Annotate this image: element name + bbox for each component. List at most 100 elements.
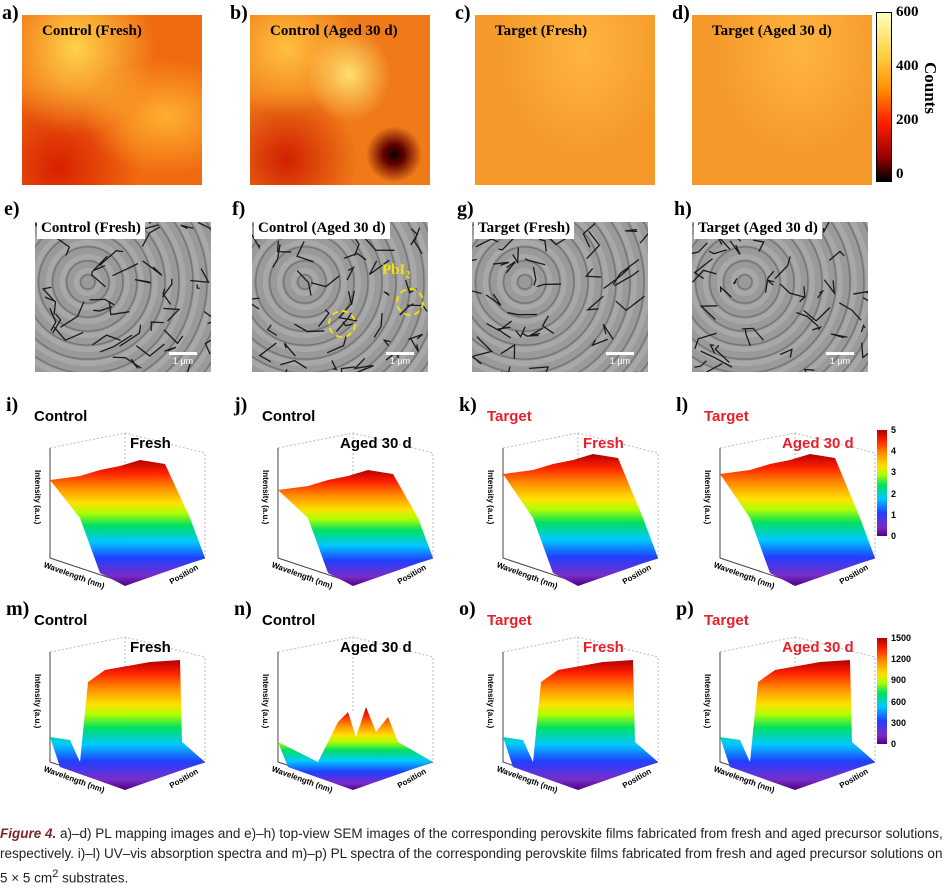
- z-axis-label: Intensity (a.u.): [33, 470, 42, 525]
- condition-label: Aged 30 d: [782, 639, 854, 656]
- condition-label: Aged 30 d: [340, 639, 412, 656]
- z-axis-label: Intensity (a.u.): [486, 674, 495, 729]
- z-axis-label: Intensity (a.u.): [261, 470, 270, 525]
- panel-letter: c): [455, 2, 471, 24]
- intensity-surface: [50, 460, 205, 586]
- intensity-surface: [720, 454, 875, 586]
- z-axis-label: Intensity (a.u.): [703, 470, 712, 525]
- colorbar-tick: 400: [896, 58, 919, 74]
- panel-title: Target (Fresh): [495, 23, 588, 39]
- pl-map-image: Target (Aged 30 d): [692, 15, 872, 185]
- caption-label: Figure 4.: [0, 826, 57, 841]
- colorbar-tick: 1500: [891, 633, 912, 643]
- sample-label: Control: [262, 612, 316, 629]
- sample-label: Control: [34, 408, 88, 425]
- panel-letter: o): [459, 598, 476, 620]
- pbi2-annotation: PbI2: [382, 262, 410, 281]
- intensity-surface: [720, 660, 875, 790]
- scale-bar-line: [386, 352, 414, 355]
- colorbar: [877, 430, 887, 536]
- colorbar-tick: 0: [891, 739, 897, 749]
- z-axis-label: Intensity (a.u.): [261, 674, 270, 729]
- grain-boundary-lines: [35, 222, 211, 372]
- scale-bar-line: [606, 352, 634, 355]
- axis-box: [277, 432, 434, 558]
- pl-map-image: Control (Fresh): [22, 15, 202, 185]
- spectrum-3d-plot: [277, 432, 434, 586]
- spectrum-3d-plot: [502, 432, 659, 586]
- panel-title: Control (Aged 30 d): [254, 218, 390, 239]
- z-axis-label: Intensity (a.u.): [33, 674, 42, 729]
- scale-bar-line: [826, 352, 854, 355]
- sample-label: Target: [487, 612, 532, 629]
- panel-letter: a): [2, 2, 19, 24]
- spectrum-3d-plot: [719, 636, 876, 790]
- panel-letter: e): [4, 198, 20, 220]
- caption-text: a)–d) PL mapping images and e)–h) top-vi…: [0, 826, 943, 886]
- colorbar-label: Counts: [921, 62, 940, 114]
- condition-label: Aged 30 d: [340, 435, 412, 452]
- colorbar-tick: 600: [891, 696, 907, 707]
- scale-bar-label: 1 μm: [609, 356, 631, 366]
- scale-bar-label: 1 μm: [172, 356, 194, 366]
- spectrum-3d-plot: [49, 636, 206, 790]
- intensity-surface: [503, 454, 658, 586]
- condition-label: Fresh: [130, 639, 171, 656]
- grain-boundary-lines: [692, 222, 868, 372]
- pl-map-image: Target (Fresh): [475, 15, 655, 185]
- scale-bar-label: 1 μm: [389, 356, 411, 366]
- panel-title: Target (Aged 30 d): [694, 218, 822, 239]
- panel-title: Control (Fresh): [37, 218, 145, 239]
- panel-title: Target (Aged 30 d): [712, 23, 832, 39]
- panel-letter: n): [234, 598, 252, 620]
- intensity-surface: [50, 660, 205, 790]
- colorbar-tick: 900: [891, 675, 907, 686]
- sample-label: Target: [704, 612, 749, 629]
- spectrum-3d-plot: [719, 432, 876, 586]
- figure-caption: Figure 4. a)–d) PL mapping images and e)…: [0, 824, 944, 889]
- axis-box: [277, 636, 434, 762]
- panel-letter: m): [6, 598, 30, 620]
- scale-bar: 1 μm: [386, 352, 414, 366]
- pl-colorbar: [876, 12, 892, 182]
- panel-letter: p): [676, 598, 694, 620]
- colorbar-tick: 3: [891, 467, 897, 478]
- grain-boundaries: [35, 222, 211, 372]
- z-axis-label: Intensity (a.u.): [703, 674, 712, 729]
- pl-map-image: Control (Aged 30 d): [250, 15, 430, 185]
- sample-label: Control: [262, 408, 316, 425]
- sample-label: Target: [704, 408, 749, 425]
- colorbar-tick: 4: [891, 446, 897, 457]
- sem-image: 1 μm: [692, 222, 868, 372]
- grain-boundary-lines: [472, 222, 648, 372]
- colorbar-tick: 1200: [891, 654, 912, 665]
- spectrum-3d-plot: [502, 636, 659, 790]
- panel-letter: i): [6, 394, 19, 416]
- caption-end: substrates.: [58, 870, 129, 886]
- pbi2-circle-marker: [328, 310, 356, 338]
- scale-bar-label: 1 μm: [829, 356, 851, 366]
- panel-title: Target (Fresh): [474, 218, 575, 239]
- intensity-surface: [503, 660, 658, 790]
- panel-letter: d): [672, 2, 690, 24]
- caption-sup: 2: [52, 868, 59, 880]
- panel-title: Control (Fresh): [42, 23, 142, 39]
- colorbar: [877, 638, 887, 744]
- condition-label: Fresh: [583, 639, 624, 656]
- scale-bar: 1 μm: [826, 352, 854, 366]
- colorbar-tick: 0: [891, 531, 897, 541]
- z-axis-label: Intensity (a.u.): [486, 470, 495, 525]
- spectrum-3d-plot: [49, 432, 206, 586]
- colorbar-tick: 2: [891, 488, 897, 499]
- scale-bar: 1 μm: [606, 352, 634, 366]
- panel-letter: k): [459, 394, 477, 416]
- condition-label: Fresh: [130, 435, 171, 452]
- grain-boundaries: [472, 222, 648, 372]
- intensity-surface: [278, 470, 433, 586]
- colorbar-tick: 600: [896, 4, 919, 20]
- sample-label: Control: [34, 612, 88, 629]
- panel-title: Control (Aged 30 d): [270, 23, 398, 39]
- panel-letter: h): [674, 198, 692, 220]
- panel-letter: j): [234, 394, 248, 416]
- colorbar-tick: 5: [891, 425, 897, 435]
